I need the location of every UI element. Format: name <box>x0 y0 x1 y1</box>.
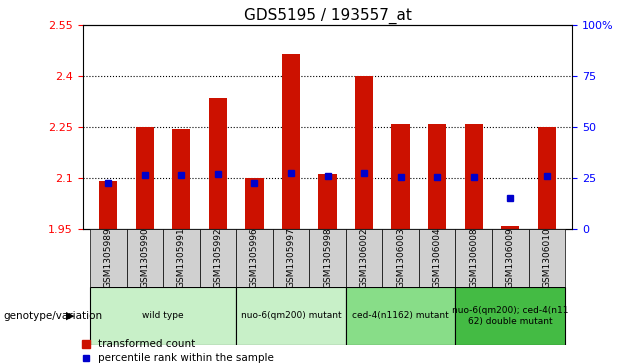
Bar <box>309 229 346 287</box>
Bar <box>90 229 127 287</box>
Bar <box>392 124 410 229</box>
Text: GSM1305989: GSM1305989 <box>104 227 113 288</box>
Bar <box>455 287 565 345</box>
Bar <box>209 98 227 229</box>
Title: GDS5195 / 193557_at: GDS5195 / 193557_at <box>244 8 411 24</box>
Text: wild type: wild type <box>142 311 184 320</box>
Bar <box>127 229 163 287</box>
Bar <box>236 229 273 287</box>
Bar <box>135 127 154 229</box>
Bar <box>346 229 382 287</box>
Text: GSM1306010: GSM1306010 <box>543 227 551 288</box>
Bar <box>355 76 373 229</box>
Text: GSM1306008: GSM1306008 <box>469 227 478 288</box>
Text: GSM1306002: GSM1306002 <box>359 227 369 288</box>
Text: GSM1305997: GSM1305997 <box>286 227 296 288</box>
Bar <box>501 226 520 229</box>
Bar <box>346 287 455 345</box>
Text: GSM1305992: GSM1305992 <box>214 227 223 288</box>
Bar <box>529 229 565 287</box>
Bar <box>90 287 236 345</box>
Bar <box>455 229 492 287</box>
Bar <box>245 178 263 229</box>
Text: percentile rank within the sample: percentile rank within the sample <box>98 353 274 363</box>
Bar <box>319 175 336 229</box>
Bar <box>428 124 446 229</box>
Text: ▶: ▶ <box>66 311 74 321</box>
Bar <box>382 229 419 287</box>
Bar <box>163 229 200 287</box>
Text: ced-4(n1162) mutant: ced-4(n1162) mutant <box>352 311 449 320</box>
Text: GSM1305991: GSM1305991 <box>177 227 186 288</box>
Bar <box>236 287 346 345</box>
Bar <box>492 229 529 287</box>
Bar <box>537 127 556 229</box>
Text: GSM1305990: GSM1305990 <box>141 227 149 288</box>
Bar <box>273 229 309 287</box>
Bar <box>99 181 118 229</box>
Bar <box>172 129 191 229</box>
Text: genotype/variation: genotype/variation <box>3 311 102 321</box>
Bar <box>282 54 300 229</box>
Bar <box>419 229 455 287</box>
Text: GSM1305998: GSM1305998 <box>323 227 332 288</box>
Bar <box>200 229 236 287</box>
Text: GSM1306003: GSM1306003 <box>396 227 405 288</box>
Text: nuo-6(qm200); ced-4(n11
62) double mutant: nuo-6(qm200); ced-4(n11 62) double mutan… <box>452 306 569 326</box>
Text: GSM1306009: GSM1306009 <box>506 227 515 288</box>
Text: nuo-6(qm200) mutant: nuo-6(qm200) mutant <box>240 311 342 320</box>
Bar <box>464 124 483 229</box>
Text: transformed count: transformed count <box>98 339 195 349</box>
Text: GSM1306004: GSM1306004 <box>432 227 441 288</box>
Text: GSM1305996: GSM1305996 <box>250 227 259 288</box>
